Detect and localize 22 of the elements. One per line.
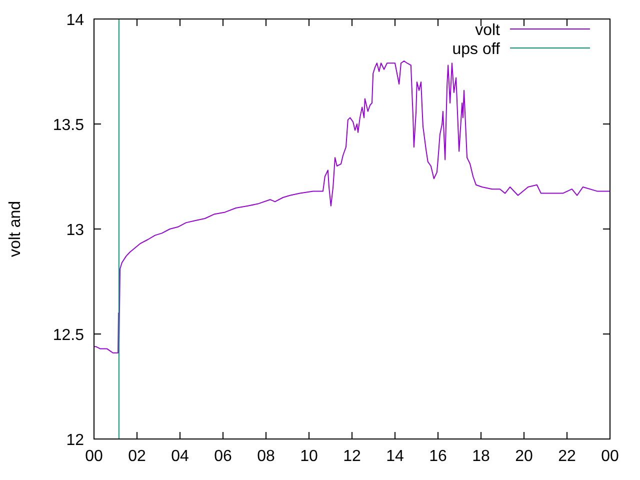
legend-label: volt bbox=[475, 22, 501, 39]
line-series bbox=[94, 60, 610, 354]
y-tick-label: 13.5 bbox=[52, 117, 84, 134]
x-tick-label: 00 bbox=[601, 448, 619, 465]
x-tick-label: 10 bbox=[300, 448, 318, 465]
y-tick-label: 12 bbox=[66, 432, 84, 449]
x-tick-label: 14 bbox=[386, 448, 404, 465]
y-tick-label: 14 bbox=[66, 12, 84, 29]
x-tick-label: 18 bbox=[472, 448, 490, 465]
x-tick-label: 22 bbox=[558, 448, 576, 465]
x-tick-label: 12 bbox=[343, 448, 361, 465]
x-tick-label: 20 bbox=[515, 448, 533, 465]
y-tick-label: 13 bbox=[66, 222, 84, 239]
x-tick-label: 02 bbox=[128, 448, 146, 465]
x-tick-label: 00 bbox=[85, 448, 103, 465]
x-tick-label: 06 bbox=[214, 448, 232, 465]
legend-label: ups off bbox=[452, 41, 501, 58]
x-tick-label: 16 bbox=[429, 448, 447, 465]
x-tick-label: 08 bbox=[257, 448, 275, 465]
y-tick-label: 12.5 bbox=[52, 327, 84, 344]
x-tick-label: 04 bbox=[171, 448, 189, 465]
y-axis-title: volt and bbox=[7, 200, 24, 258]
